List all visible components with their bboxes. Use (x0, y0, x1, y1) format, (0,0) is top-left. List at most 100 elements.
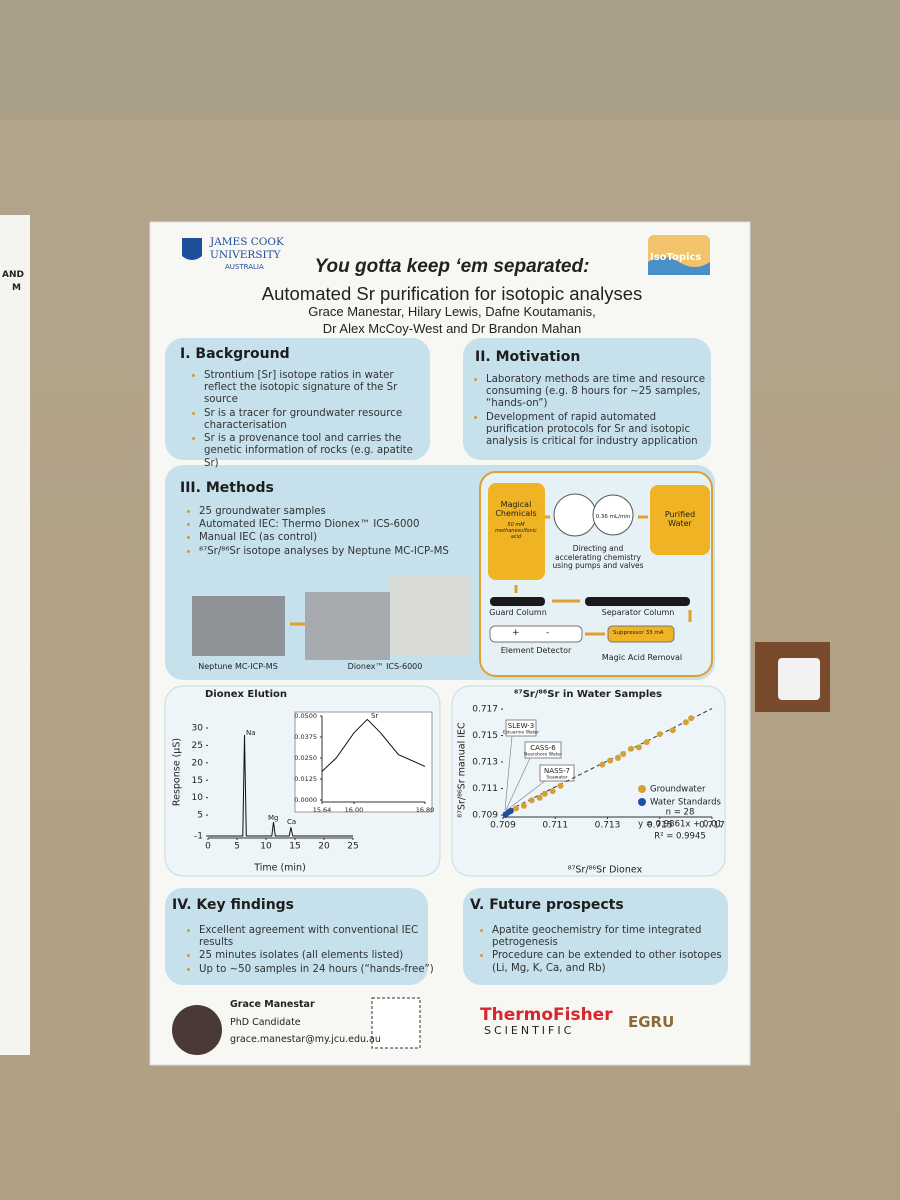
y-tick-label: 30 (192, 724, 204, 734)
bullet-item: 25 groundwater samples (199, 506, 484, 518)
authors: Dr Alex McCoy-West and Dr Brandon Mahan (322, 321, 582, 336)
label-box (524, 741, 562, 759)
water-bottle (650, 485, 710, 555)
photo-label: Neptune MC-ICP-MS (198, 662, 278, 671)
label-box (539, 764, 575, 782)
left-text: AND (2, 270, 24, 280)
sponsor: EGRU (628, 1013, 675, 1031)
standard-label: Nearshore Water (524, 752, 562, 758)
standard-label: Estuarine Water (503, 730, 539, 736)
bullet-item: Up to ~50 samples in 24 hours (“hands-fr… (199, 964, 434, 976)
y-axis-label: Response (μS) (172, 738, 183, 806)
x-tick-label: 0.709 (490, 821, 516, 831)
diagram-label: Purified Water (664, 510, 696, 529)
chart-title: Dionex Elution (205, 689, 287, 700)
x-tick-label: 0.711 (542, 821, 568, 831)
authors: Grace Manestar, Hilary Lewis, Dafne Kout… (308, 304, 596, 319)
bullet-item: Procedure can be extended to other isoto… (492, 950, 732, 974)
x-tick-label: 0.715 (647, 821, 673, 831)
legend-swatch (638, 785, 646, 793)
bullet-item: Strontium [Sr] isotope ratios in water r… (204, 370, 429, 407)
bullet-list: Strontium [Sr] isotope ratios in water r… (190, 370, 429, 471)
section-heading: III. Methods (180, 480, 274, 496)
standard-label: NASS-7 (544, 767, 570, 775)
title: You gotta keep ‘em separated: (314, 256, 590, 277)
point (620, 751, 627, 758)
fit-label: y = 0.9861x + 0.01 (638, 820, 722, 830)
bullet-item: Manual IEC (as control) (199, 532, 484, 544)
x-tick-label: 25 (347, 842, 358, 852)
r2-label: R² = 0.9945 (654, 832, 706, 842)
photo-label: Dionex™ ICS-6000 (347, 662, 423, 671)
suppressor (607, 625, 675, 643)
y-tick-label: 0.0125 (294, 775, 317, 783)
logo-wave (648, 257, 710, 275)
qr-code (371, 997, 421, 1049)
subtitle: Automated Sr purification for isotopic a… (261, 283, 643, 304)
section-heading: IV. Key findings (172, 897, 295, 913)
label-box (505, 719, 537, 737)
x-axis-label: Time (min) (253, 863, 306, 874)
peak-label: Na (246, 729, 256, 737)
y-tick-label: 0.0000 (294, 796, 317, 804)
x-tick-label: 0 (205, 842, 211, 852)
motivation-box (463, 338, 711, 460)
y-tick-label: 25 (192, 741, 203, 751)
outlet-plug (778, 658, 820, 700)
x-tick-label: 0.717 (699, 821, 725, 831)
point (528, 797, 535, 804)
jcu-shield (182, 238, 202, 260)
left-text: M (12, 283, 21, 293)
bullet-item: Sr is a provenance tool and carries the … (204, 433, 429, 470)
section-heading: V. Future prospects (470, 897, 624, 913)
legend-label: Water Standards (650, 798, 721, 808)
diagram-label: Directing and accelerating chemistry usi… (552, 544, 644, 571)
y-tick-label: 0.713 (472, 758, 498, 768)
y-tick-label: 15 (192, 776, 203, 786)
point (507, 808, 514, 815)
guard-column (490, 597, 545, 606)
x-tick-label: 20 (318, 842, 330, 852)
diagram-label: 0.36 mL/min (595, 514, 631, 520)
y-tick-label: 0.0250 (294, 754, 317, 762)
dionex-photo (305, 592, 390, 660)
y-tick-label: 0.711 (472, 784, 498, 794)
point (513, 805, 520, 812)
background-box (165, 338, 430, 460)
arrows (290, 515, 692, 636)
bullet-item: Excellent agreement with conventional IE… (199, 925, 434, 949)
point (656, 731, 663, 738)
detector (489, 625, 583, 643)
y-tick-label: 0.709 (472, 811, 498, 821)
x-axis-label: ⁸⁷Sr/⁸⁶Sr Dionex (568, 865, 643, 876)
contact-role: PhD Candidate (230, 1017, 301, 1028)
standard-label: CASS-6 (530, 744, 556, 752)
y-axis-label: ⁸⁷Sr/⁸⁶Sr manual IEC (457, 722, 468, 818)
diagram-label: - (546, 628, 550, 638)
point (628, 745, 635, 752)
separator-column (585, 597, 690, 606)
standard-label: Seawater (546, 775, 567, 781)
point (541, 790, 548, 797)
diagram-label: 50 mM methanesulfonic acid (495, 522, 537, 540)
university: AUSTRALIA (225, 263, 264, 271)
point (536, 794, 543, 801)
x-tick-label: 0.713 (595, 821, 621, 831)
bullet-item: Apatite geochemistry for time integrated… (492, 925, 732, 949)
legend-label: Groundwater (650, 785, 706, 795)
x-tick-label: 10 (260, 842, 272, 852)
section-heading: I. Background (180, 346, 290, 362)
trace (321, 718, 426, 772)
section-heading: II. Motivation (475, 349, 581, 365)
university: UNIVERSITY (210, 249, 281, 261)
y-tick-label: 0.717 (472, 705, 498, 715)
y-tick-label: 0.0375 (294, 733, 317, 741)
legend-swatch (638, 798, 646, 806)
point (599, 761, 606, 768)
bullet-list: Laboratory methods are time and resource… (472, 374, 714, 449)
diagram-label: Element Detector (500, 646, 572, 655)
standard-label: SLEW-3 (508, 722, 534, 730)
diagram-label: Separator Column (601, 608, 675, 617)
